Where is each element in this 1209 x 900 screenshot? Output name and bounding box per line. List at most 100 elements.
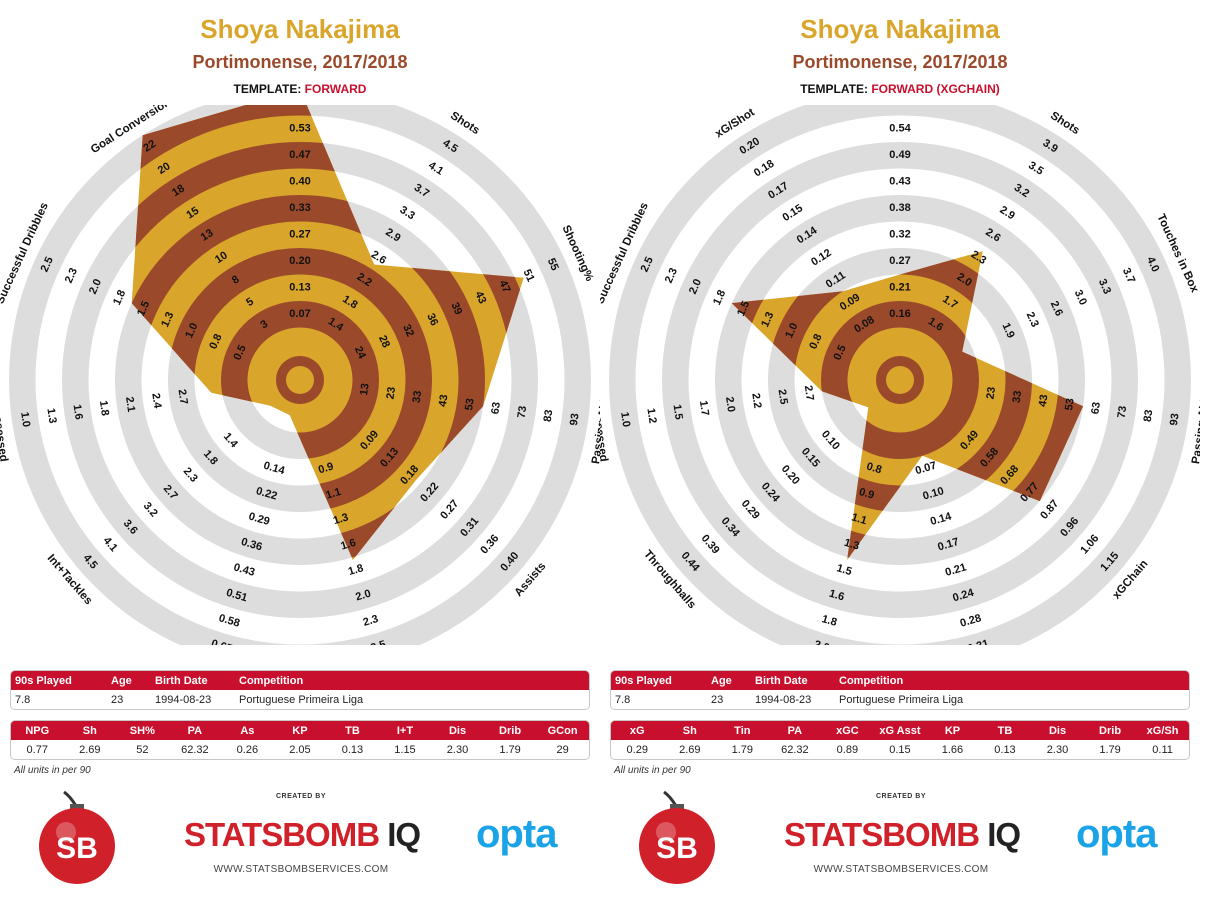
radar-tick-label: 83 — [1142, 409, 1156, 423]
stats-header: Tin — [734, 724, 751, 737]
radar-tick-label: 0.8 — [807, 332, 824, 351]
radar-tick-label: 73 — [1116, 405, 1130, 419]
radar-tick-label: 0.38 — [889, 202, 910, 214]
info-value-row: 7.8 23 1994-08-23 Portuguese Primeira Li… — [611, 690, 1189, 709]
stats-value: 2.69 — [79, 743, 101, 756]
info-header: Birth Date — [755, 674, 808, 687]
stats-header: xGC — [836, 724, 859, 737]
radar-tick-label: 73 — [516, 405, 530, 419]
stats-header: As — [240, 724, 255, 737]
radar-tick-label: 63 — [489, 401, 503, 415]
radar-tick-label: 1.3 — [44, 407, 58, 424]
stats-value: 1.79 — [499, 743, 521, 756]
template-label: TEMPLATE: — [233, 82, 302, 96]
stats-value: 0.13 — [341, 743, 364, 756]
stats-value: 0.89 — [836, 743, 859, 756]
template-value: FORWARD — [304, 82, 367, 96]
radar-tick-label: 4.0 — [1144, 255, 1161, 274]
radar-tick-label: 1.6 — [71, 404, 85, 421]
radar-tick-label: 51 — [521, 268, 537, 284]
stats-value: 2.69 — [679, 743, 701, 756]
radar-tick-label: 0.07 — [914, 460, 938, 478]
radar-tick-label: 2.5 — [39, 255, 56, 274]
radar-tick-label: 0.33 — [289, 202, 310, 214]
stats-header: KP — [292, 724, 308, 737]
stats-header: SH% — [129, 724, 155, 737]
stats-value: 0.15 — [889, 743, 911, 756]
radar-tick-label: 0.51 — [225, 587, 249, 605]
info-value-row: 7.8 23 1994-08-23 Portuguese Primeira Li… — [11, 690, 589, 709]
radar-tick-label: 33 — [411, 390, 425, 404]
radar-tick-label: 63 — [1089, 401, 1103, 415]
radar-tick-label: 0.31 — [966, 638, 990, 645]
stats-value: 2.05 — [289, 743, 311, 756]
info-header: Birth Date — [155, 674, 208, 687]
radar-tick-label: 1.6 — [828, 588, 846, 604]
radar-tick-label: 0.21 — [944, 561, 968, 579]
info-header-row: 90s Played Age Birth Date Competition — [611, 671, 1189, 690]
radar-tick-label: 2.3 — [1024, 310, 1041, 329]
statsbomb-url: WWW.STATSBOMBSERVICES.COM — [213, 864, 389, 875]
stats-header: xG/Sh — [1146, 724, 1179, 737]
radar-polygon — [731, 251, 1084, 560]
radar-tick-label: 0.8 — [207, 332, 224, 351]
stats-value: 52 — [136, 743, 149, 756]
radar-tick-label: 0.65 — [210, 638, 234, 645]
radar-band — [131, 142, 524, 560]
radar-tick-label: 1.0 — [618, 411, 632, 428]
stats-value: 1.79 — [1099, 743, 1121, 756]
radar-tick-label: 0.22 — [255, 485, 279, 503]
radar-tick-label: 43 — [472, 290, 488, 306]
stats-value: 0.77 — [26, 743, 48, 756]
radar-tick-label: 2.5 — [369, 639, 387, 645]
stats-value-row: 0.77 2.69 52 62.32 0.26 2.05 0.13 1.15 2.30 1.79 2… — [11, 740, 589, 759]
radar-panel-forward: Shoya Nakajima Portimonense, 2017/2018 T… — [0, 0, 600, 900]
radar-chart: 0.070.130.200.270.330.400.470.530.60Non-… — [0, 105, 600, 645]
stats-header: I+T — [396, 724, 414, 737]
radar-tick-label: 1.1 — [324, 486, 342, 502]
stats-value-row: 0.29 2.69 1.79 62.32 0.89 0.15 1.66 0.13 2.30 1.7… — [611, 740, 1189, 759]
radar-tick-label: 1.3 — [759, 310, 776, 329]
radar-tick-label: 43 — [1037, 394, 1051, 408]
created-by-label: CREATED BY — [876, 793, 926, 800]
radar-tick-label: 1.7 — [697, 400, 711, 417]
radar-tick-label: 18 — [170, 182, 187, 199]
template-label: TEMPLATE: — [800, 82, 868, 96]
stats-header: KP — [944, 724, 961, 737]
opta-logo: opta — [1076, 812, 1157, 856]
info-header: Competition — [239, 674, 304, 687]
radar-tick-label: 3 — [259, 318, 271, 331]
stats-header: Drib — [499, 724, 522, 737]
info-value: 23 — [711, 693, 724, 706]
radar-tick-label: 1.0 — [18, 411, 32, 428]
units-note: All units in per 90 — [14, 765, 91, 776]
radar-tick-label: 2.6 — [1048, 299, 1065, 318]
radar-tick-label: 43 — [437, 394, 451, 408]
radar-tick-label: 93 — [1168, 413, 1182, 427]
radar-tick-label: 0.40 — [289, 176, 310, 188]
radar-tick-label: 2.5 — [776, 388, 790, 405]
radar-tick-label: 0.43 — [232, 561, 256, 579]
stats-value: 1.66 — [941, 743, 964, 756]
radar-tick-label: 1.8 — [97, 400, 111, 417]
radar-tick-label: 0.28 — [959, 612, 983, 630]
radar-tick-label: 2.4 — [149, 392, 163, 410]
player-name: Shoya Nakajima — [800, 14, 1000, 44]
radar-tick-label: 2.5 — [639, 255, 656, 274]
opta-logo: opta — [476, 812, 557, 856]
radar-tick-label: 36 — [424, 312, 440, 328]
radar-tick-label: 2.0 — [813, 639, 831, 645]
stats-table: NPG Sh SH% PA As KP TB I+T Dis Drib GCon 0.77 2.69 5… — [10, 720, 590, 760]
radar-tick-label: 1.1 — [850, 511, 868, 527]
stats-header: xG Asst — [879, 724, 921, 737]
radar-axis-label: Passing Ability — [590, 381, 600, 464]
radar-tick-label: 0.20 — [289, 255, 310, 267]
radar-tick-label: 0.27 — [289, 229, 310, 241]
radar-tick-label: 32 — [400, 323, 416, 339]
stats-header: PA — [187, 724, 203, 737]
stats-value: 0.26 — [236, 743, 259, 756]
radar-tick-label: 1.9 — [999, 321, 1016, 340]
radar-tick-label: 24 — [352, 345, 368, 362]
stats-header: TB — [997, 724, 1013, 737]
radar-tick-label: 47 — [496, 279, 512, 295]
